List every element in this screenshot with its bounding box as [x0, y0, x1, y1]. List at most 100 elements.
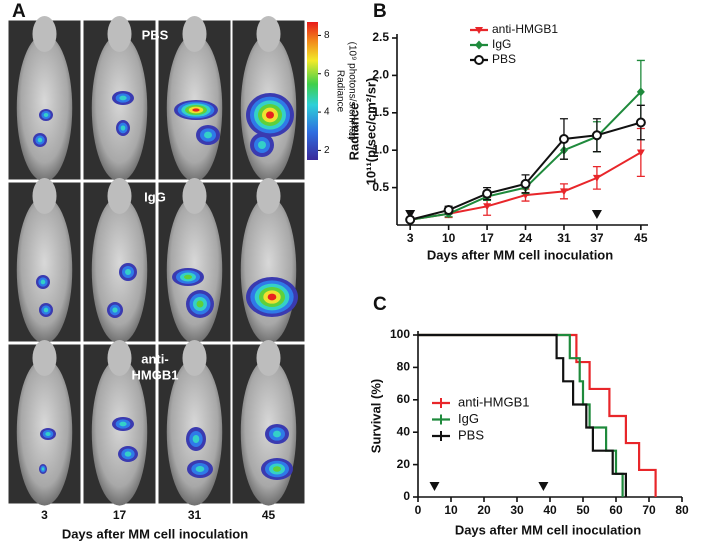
x-tick-label: 80 — [675, 503, 689, 517]
mouse-head — [182, 178, 207, 214]
survival-curve — [418, 333, 624, 497]
y-tick-label: 80 — [397, 360, 411, 374]
row-label: IgG — [144, 189, 166, 204]
y-tick-label: 1.0 — [372, 142, 389, 156]
x-tick-label: 17 — [480, 231, 494, 245]
mouse-head — [256, 178, 281, 214]
signal-blob — [43, 113, 49, 117]
x-tick-label: 50 — [576, 503, 590, 517]
x-tick-label: 3 — [41, 508, 48, 522]
x-tick-label: 60 — [609, 503, 623, 517]
x-tick-label: 20 — [477, 503, 491, 517]
signal-blob — [273, 430, 281, 438]
treatment-marker — [538, 482, 549, 491]
colorbar-title: (10⁹ photons/s/cm²/sr) — [346, 42, 357, 141]
x-tick-label: 45 — [634, 231, 648, 245]
survival-curve — [418, 333, 627, 497]
legend-label: anti-HMGB1 — [458, 394, 530, 409]
colorbar-title: Radiance — [334, 70, 345, 113]
signal-blob — [43, 307, 49, 313]
x-axis-title: Days after MM cell inoculation — [455, 522, 641, 537]
y-tick-label: 20 — [397, 457, 411, 471]
mouse-body — [91, 34, 148, 182]
signal-blob — [112, 307, 118, 313]
colorbar-tick-label: 6 — [324, 68, 330, 79]
y-axis-title: Survival (%) — [368, 379, 383, 453]
y-tick-label: 1.5 — [372, 105, 389, 119]
x-tick-label: 3 — [407, 231, 414, 245]
signal-blob — [41, 467, 45, 471]
mouse-head — [107, 178, 132, 214]
y-tick-label: 60 — [397, 392, 411, 406]
signal-blob — [124, 451, 132, 457]
x-axis-title: Days after MM cell inoculation — [427, 247, 613, 262]
panel-a: PBS IgG anti-HMGB1 3 17 31 45 Days after MM cel… — [7, 16, 306, 541]
data-point — [558, 133, 569, 144]
signal-blob — [204, 131, 212, 139]
row-label: HMGB1 — [132, 367, 179, 382]
mouse-head — [256, 340, 281, 376]
treatment-marker — [429, 482, 440, 491]
x-tick-label: 70 — [642, 503, 656, 517]
legend-label: PBS — [492, 52, 516, 66]
x-tick-label: 40 — [543, 503, 557, 517]
mouse-head — [32, 340, 57, 376]
panel-label: A — [12, 1, 26, 22]
data-point — [475, 27, 483, 34]
legend-label: anti-HMGB1 — [492, 22, 558, 36]
data-point — [591, 130, 602, 141]
panel-label: B — [373, 1, 387, 22]
data-point — [405, 214, 416, 225]
treatment-marker — [591, 210, 602, 219]
signal-blob — [120, 125, 126, 131]
signal-blob — [266, 111, 274, 119]
colorbar-tick-label: 8 — [324, 30, 330, 41]
x-tick-label: 45 — [262, 508, 276, 522]
row-label: anti- — [141, 351, 168, 366]
signal-blob — [195, 466, 205, 472]
legend-label: PBS — [458, 427, 484, 442]
row-label: PBS — [142, 27, 169, 42]
y-axis-title: 10¹¹(p/sec/cm²/sr) — [363, 78, 378, 186]
mouse-head — [32, 178, 57, 214]
signal-blob — [40, 279, 46, 285]
x-tick-label: 31 — [188, 508, 202, 522]
data-point — [636, 149, 645, 157]
data-point — [443, 205, 454, 216]
legend-label: IgG — [492, 37, 511, 51]
data-point — [592, 174, 601, 182]
y-tick-label: 2.0 — [372, 68, 389, 82]
signal-blob — [119, 421, 127, 427]
signal-blob — [45, 432, 51, 436]
mouse-head — [107, 340, 132, 376]
data-point — [475, 40, 483, 50]
data-point — [474, 55, 484, 65]
signal-blob — [192, 108, 200, 112]
y-tick-label: 2.5 — [372, 30, 389, 44]
mouse-body — [16, 34, 73, 182]
mouse-body — [240, 196, 297, 344]
signal-blob — [267, 293, 277, 301]
mouse-head — [107, 16, 132, 52]
signal-blob — [258, 141, 266, 149]
survival-curve — [418, 333, 657, 497]
signal-blob — [273, 466, 281, 472]
mouse-head — [32, 16, 57, 52]
signal-blob — [192, 435, 200, 443]
legend-label: IgG — [458, 411, 479, 426]
mouse-head — [256, 16, 281, 52]
data-point — [482, 188, 493, 199]
colorbar — [307, 22, 318, 160]
treatment-marker — [405, 210, 416, 219]
signal-blob — [37, 137, 43, 143]
mouse-head — [182, 16, 207, 52]
y-tick-label: 100 — [390, 327, 410, 341]
y-tick-label: 0 — [403, 489, 410, 503]
x-tick-label: 0 — [415, 503, 422, 517]
data-point — [483, 203, 492, 211]
x-tick-label: 17 — [113, 508, 127, 522]
data-point — [635, 117, 646, 128]
y-tick-label: 0.5 — [372, 180, 389, 194]
signal-blob — [119, 95, 127, 101]
mouse-head — [182, 340, 207, 376]
